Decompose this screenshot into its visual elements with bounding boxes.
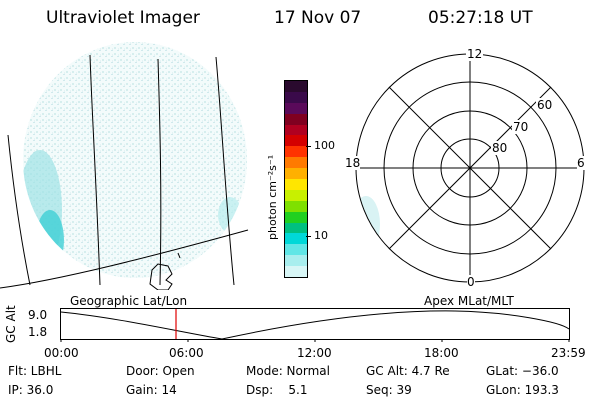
date-label: 17 Nov 07 [274, 8, 362, 28]
time-label: 05:27:18 UT [428, 8, 533, 28]
info-gain: Gain: 14 [126, 383, 177, 397]
info-gc-alt: GC Alt: 4.7 Re [366, 364, 450, 378]
info-filter: Flt: LBHL [8, 364, 62, 378]
info-ip: IP: 36.0 [8, 383, 54, 397]
colorbar-label-100: 100 [314, 139, 335, 152]
colorbar-swatch [285, 157, 307, 169]
timeline-ticks [60, 339, 570, 342]
polar-label-0: 0 [467, 275, 475, 289]
polar-ring-label-60: 60 [536, 98, 554, 112]
timeline-tick-0000: 00:00 [44, 346, 79, 360]
polar-plot [355, 53, 585, 283]
polar-label-12: 12 [466, 47, 484, 61]
timeline-right-caption: Apex MLat/MLT [424, 294, 514, 308]
colorbar-tick-10 [306, 236, 311, 237]
polar-emission [356, 196, 380, 252]
colorbar-swatch [285, 168, 307, 180]
colorbar-swatch [285, 244, 307, 256]
colorbar-swatch [285, 102, 307, 114]
colorbar-swatch [285, 211, 307, 223]
colorbar-swatch [285, 91, 307, 103]
colorbar-swatch [285, 233, 307, 245]
info-glat: GLat: −36.0 [486, 364, 559, 378]
colorbar-swatch [285, 81, 307, 92]
earth-disk [23, 42, 247, 278]
colorbar-tick-100 [306, 146, 311, 147]
colorbar-swatch [285, 200, 307, 212]
colorbar [284, 80, 308, 278]
timeline-tick-1200: 12:00 [297, 346, 332, 360]
colorbar-swatch [285, 179, 307, 190]
polar-ring-label-80: 80 [491, 141, 509, 155]
timeline-ymin: 1.8 [28, 325, 48, 339]
info-glon: GLon: 193.3 [486, 383, 559, 397]
timeline-tick-2359: 23:59 [551, 346, 586, 360]
timeline-left-caption: Geographic Lat/Lon [70, 294, 188, 308]
coastline [149, 252, 181, 290]
colorbar-swatch [285, 189, 307, 201]
polar-label-18: 18 [345, 156, 361, 170]
info-mode: Mode: Normal [246, 364, 330, 378]
instrument-title: Ultraviolet Imager [46, 8, 200, 28]
colorbar-swatch [285, 135, 307, 147]
colorbar-label-10: 10 [314, 229, 328, 242]
colorbar-swatch [285, 113, 307, 125]
colorbar-swatch [285, 255, 307, 267]
timeline-ylabel: GC Alt [4, 305, 18, 343]
timeline-tick-0600: 06:00 [169, 346, 204, 360]
polar-diag-2 [388, 86, 552, 250]
polar-label-6: 6 [577, 156, 585, 170]
colorbar-unit: photon cm⁻²s⁻¹ [266, 154, 279, 240]
info-dsp: Dsp: 5.1 [246, 383, 308, 397]
colorbar-swatch [285, 124, 307, 136]
altitude-curve [60, 310, 570, 340]
info-door: Door: Open [126, 364, 195, 378]
colorbar-swatch [285, 146, 307, 158]
lon-grid [0, 54, 249, 289]
colorbar-swatch [285, 266, 307, 278]
polar-ring-label-70: 70 [512, 120, 530, 134]
geographic-image [0, 42, 249, 290]
info-seq: Seq: 39 [366, 383, 412, 397]
colorbar-swatch [285, 222, 307, 234]
altitude-timeline [60, 308, 570, 342]
timeline-tick-1800: 18:00 [424, 346, 459, 360]
timeline-ymax: 9.0 [28, 308, 48, 322]
